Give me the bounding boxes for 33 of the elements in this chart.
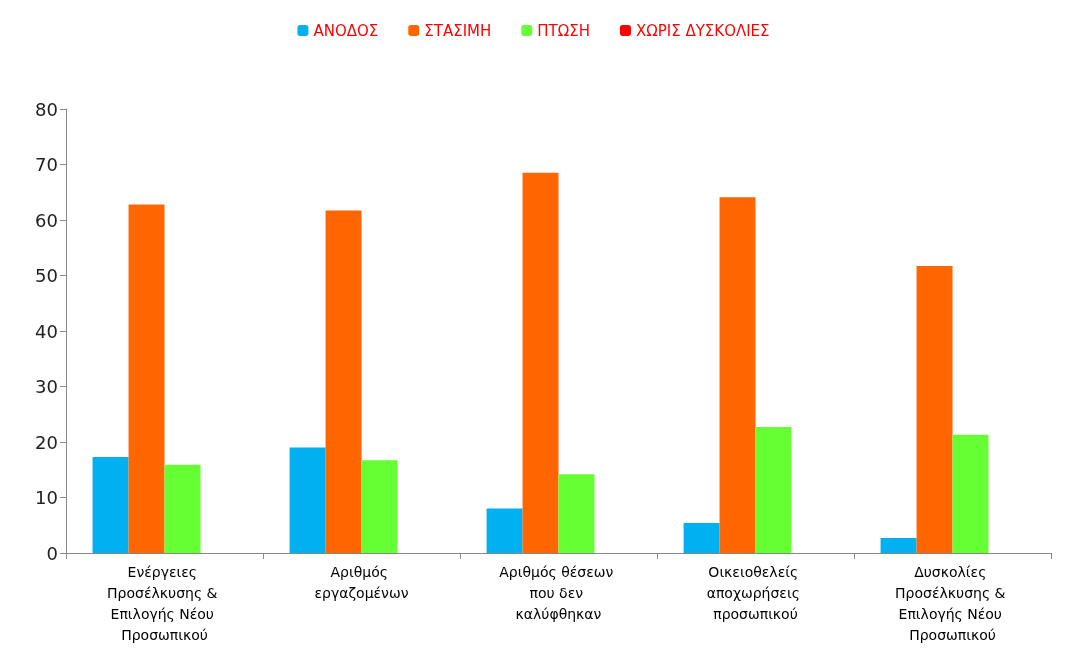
- bar: [128, 204, 165, 553]
- bar: [719, 197, 756, 553]
- bar: [164, 464, 201, 553]
- y-tick-label: 20: [35, 431, 58, 453]
- y-tick-label: 60: [35, 209, 58, 231]
- bar: [558, 474, 595, 553]
- x-tick-label: Οικειοθελείς αποχωρήσεις προσωπικού: [706, 563, 805, 622]
- x-tick-label: Αριθμός εργαζομένων: [314, 563, 409, 601]
- legend-label: ΧΩΡΙΣ ΔΥΣΚΟΛΙΕΣ: [635, 21, 770, 40]
- y-tick-label: 30: [35, 376, 58, 397]
- y-tick-label: 70: [35, 154, 58, 175]
- legend-label: ΠΤΩΣΗ: [537, 21, 590, 40]
- x-tick-label: Δυσκολίες Προσέλκυσης & Επιλογής Νέου Προσωπικού: [895, 563, 1010, 643]
- bar: [880, 538, 917, 553]
- bar: [952, 434, 989, 553]
- y-tick-label: 40: [35, 320, 58, 342]
- bar: [683, 523, 720, 553]
- y-tick-label: 80: [35, 98, 58, 120]
- x-tick-label: Ενέργειες Προσέλκυσης & Επιλογής Νέου Προσωπικού: [107, 563, 222, 643]
- bar: [289, 447, 326, 553]
- bar: [486, 508, 523, 553]
- bar: [916, 266, 953, 553]
- bar: [522, 172, 559, 553]
- y-tick-label: 0: [46, 542, 58, 564]
- y-tick-label: 10: [35, 487, 58, 508]
- y-tick-label: 50: [35, 265, 58, 286]
- bar: [361, 460, 398, 553]
- x-tick-label: Αριθμός θέσεων που δεν καλύφθηκαν: [499, 563, 618, 622]
- bar: [325, 210, 362, 553]
- bar: [92, 456, 129, 553]
- bar: [755, 427, 792, 553]
- legend-label: ΣΤΑΣΙΜΗ: [424, 21, 492, 40]
- legend-label: ΑΝΟΔΟΣ: [313, 21, 379, 40]
